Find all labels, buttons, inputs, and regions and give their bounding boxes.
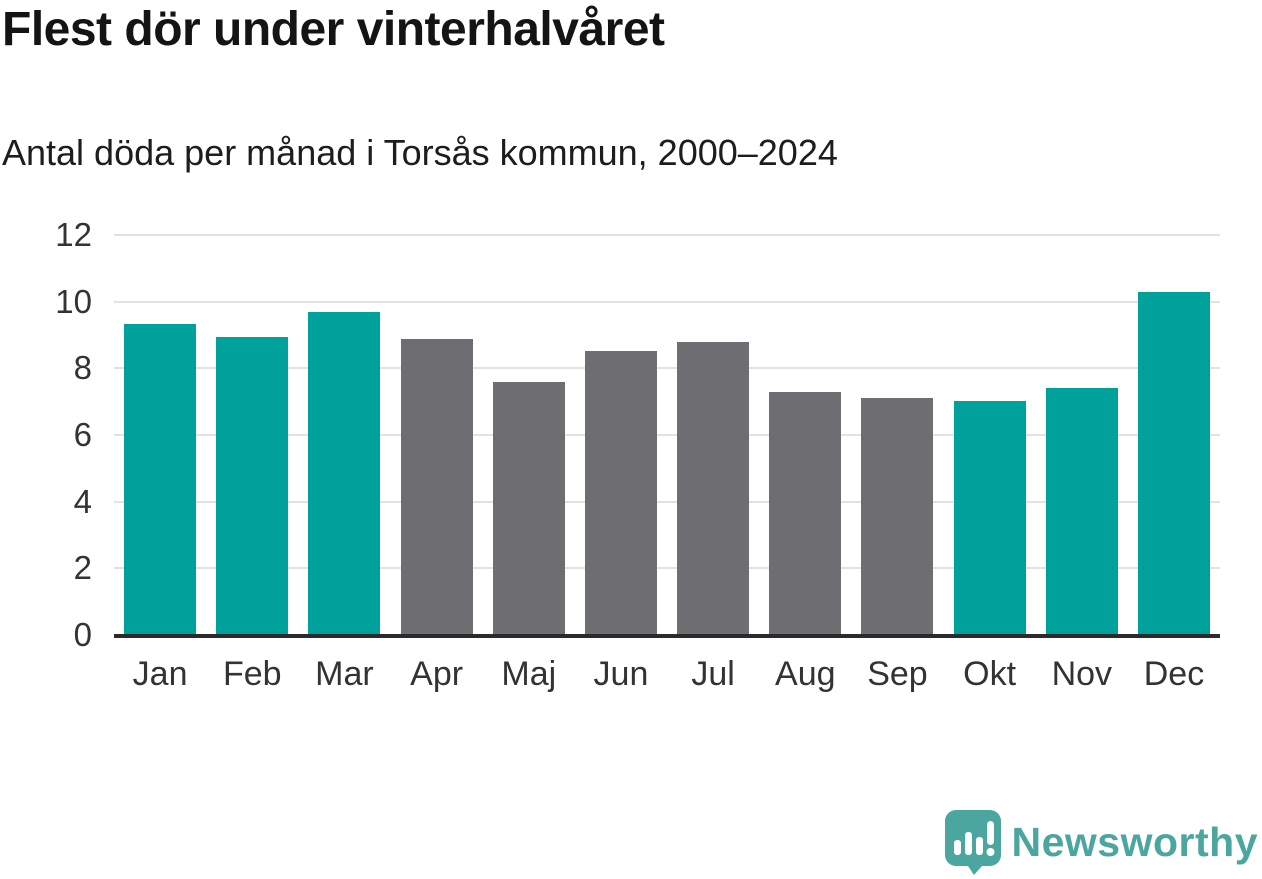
bar-slot-jul xyxy=(667,342,759,635)
bar-slot-sep xyxy=(851,398,943,635)
x-axis-label-jul: Jul xyxy=(691,655,735,693)
bar-slot-jun xyxy=(575,350,667,635)
x-axis-label-dec: Dec xyxy=(1143,655,1205,693)
x-axis-label-nov: Nov xyxy=(1051,655,1113,693)
bar-slot-okt xyxy=(944,400,1036,635)
bar-okt xyxy=(953,400,1026,635)
y-axis-tick-label-10: 10 xyxy=(55,282,92,320)
y-axis: 0 2 4 6 8 10 12 xyxy=(0,216,92,653)
y-axis-tick-label-8: 8 xyxy=(73,349,92,387)
x-axis-label-okt: Okt xyxy=(963,655,1017,693)
bar-dec xyxy=(1137,292,1210,635)
bar-maj xyxy=(492,381,565,635)
x-axis-label-jan: Jan xyxy=(132,655,188,693)
bar-slot-dec xyxy=(1128,292,1220,635)
gridline-12 xyxy=(114,234,1220,236)
bar-slot-jan xyxy=(114,324,206,635)
y-axis-tick-label-12: 12 xyxy=(55,216,92,253)
bar-jan xyxy=(124,324,197,635)
bar-slot-apr xyxy=(391,339,483,635)
y-axis-tick-label-2: 2 xyxy=(73,549,92,587)
gridline-6 xyxy=(114,434,1220,436)
gridline-4 xyxy=(114,500,1220,503)
x-axis-label-maj: Maj xyxy=(501,655,557,693)
newsworthy-logo-text: Newsworthy xyxy=(1011,819,1258,865)
gridline-10 xyxy=(114,300,1220,303)
newsworthy-logo-icon xyxy=(944,809,1002,875)
x-axis-label-feb: Feb xyxy=(222,655,282,693)
newsworthy-logo: Newsworthy xyxy=(944,809,1259,875)
x-axis-labels: Jan Feb Mar Apr Maj Jun Jul Aug Sep Okt Nov Dec xyxy=(114,655,1220,694)
x-axis-label-apr: Apr xyxy=(410,655,464,693)
x-axis-line xyxy=(114,634,1220,638)
bar-sep xyxy=(861,398,934,635)
bar-apr xyxy=(400,339,473,635)
bar-series xyxy=(114,235,1220,635)
bar-aug xyxy=(769,392,842,635)
bar-feb xyxy=(216,337,289,635)
bar-slot-mar xyxy=(298,312,390,635)
bar-jun xyxy=(584,350,657,635)
bar-nov xyxy=(1045,388,1118,635)
bar-slot-nov xyxy=(1036,388,1128,635)
y-axis-tick-label-6: 6 xyxy=(73,416,92,453)
bar-mar xyxy=(308,312,381,635)
x-axis-label-jun: Jun xyxy=(593,655,649,693)
bar-slot-maj xyxy=(483,381,575,635)
gridline-2 xyxy=(114,567,1220,570)
bar-jul xyxy=(677,342,750,635)
chart-subtitle: Antal döda per månad i Torsås kommun, 20… xyxy=(2,132,838,173)
y-axis-tick-label-4: 4 xyxy=(73,482,92,520)
x-axis-label-sep: Sep xyxy=(867,655,928,693)
plot-area xyxy=(114,234,1220,638)
bar-slot-aug xyxy=(759,392,851,635)
y-axis-tick-label-0: 0 xyxy=(73,616,92,653)
x-axis-label-aug: Aug xyxy=(775,655,836,693)
gridline-8 xyxy=(114,367,1220,370)
bar-slot-feb xyxy=(206,337,298,635)
x-axis-label-mar: Mar xyxy=(315,655,374,693)
chart-title: Flest dör under vinterhalvåret xyxy=(2,3,665,56)
